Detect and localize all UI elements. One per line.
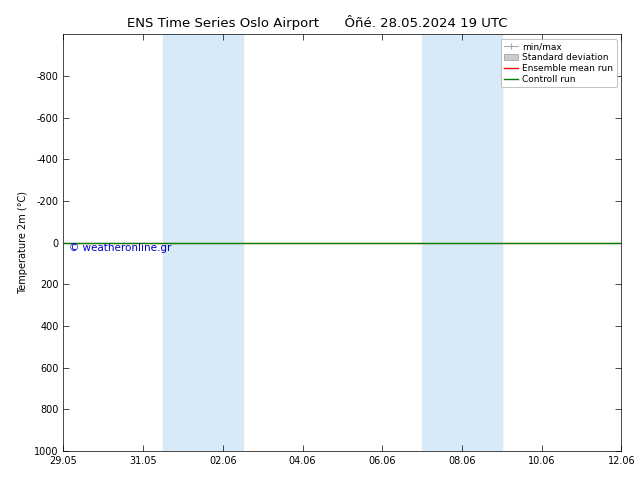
Legend: min/max, Standard deviation, Ensemble mean run, Controll run: min/max, Standard deviation, Ensemble me… — [500, 39, 617, 87]
Y-axis label: Temperature 2m (°C): Temperature 2m (°C) — [18, 191, 29, 294]
Bar — [422, 34, 501, 451]
Text: © weatheronline.gr: © weatheronline.gr — [69, 243, 171, 252]
Bar — [163, 34, 243, 451]
Text: ENS Time Series Oslo Airport      Ôñé. 28.05.2024 19 UTC: ENS Time Series Oslo Airport Ôñé. 28.05.… — [127, 15, 507, 30]
